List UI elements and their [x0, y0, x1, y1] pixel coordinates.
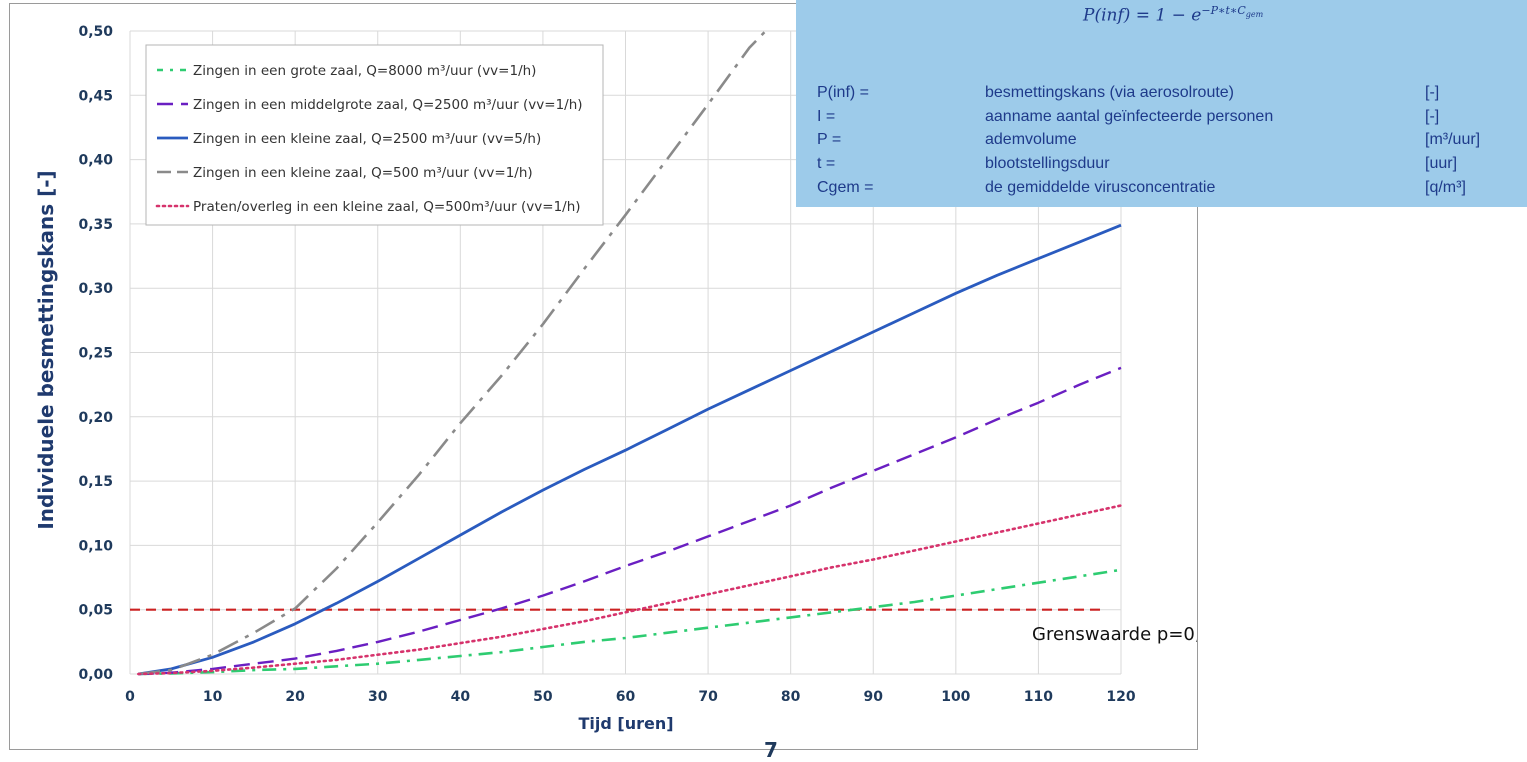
- x-tick-label: 0: [125, 689, 135, 705]
- formula: P(inf) = 1 − e−P∗t∗Cgem: [1083, 4, 1263, 26]
- definition-unit: [-]: [1425, 84, 1440, 101]
- threshold-label: Grenswaarde p=0,05: [1032, 624, 1197, 645]
- formula-info-box: P(inf) = 1 − e−P∗t∗Cgem P(inf) = besmetti…: [796, 0, 1527, 207]
- x-tick-label: 100: [941, 689, 970, 705]
- series-line-2: [138, 366, 1122, 676]
- y-tick-label: 0,45: [78, 88, 113, 104]
- axis-ticks: 0 10 20 30 40 50 60 70 80 90 100 110 120 0,00 0,05 0,10…: [78, 24, 1135, 705]
- x-axis-title: Tijd [uren]: [578, 714, 673, 733]
- definition-unit: [-]: [1425, 108, 1440, 125]
- x-tick-label: 20: [285, 689, 305, 705]
- definition-unit: [uur]: [1425, 155, 1458, 172]
- definition-description: ademvolume: [985, 131, 1077, 148]
- definition-unit: [q/m³]: [1425, 179, 1466, 196]
- series-line-1: [138, 568, 1122, 676]
- line-chart: 0 10 20 30 40 50 60 70 80 90 100 110 120 0,00 0,05 0,10…: [34, 24, 1197, 733]
- formula-exponent: −P∗t∗Cgem: [1201, 4, 1264, 20]
- definition-row: P = ademvolume [m³/uur]: [796, 131, 1527, 153]
- definition-description: de gemiddelde virusconcentratie: [985, 179, 1216, 196]
- legend-label-1: Zingen in een grote zaal, Q=8000 m³/uur …: [193, 63, 536, 79]
- definition-row: P(inf) = besmettingskans (via aerosolrout…: [796, 84, 1527, 106]
- x-tick-label: 30: [368, 689, 388, 705]
- legend-box: [145, 44, 604, 226]
- y-tick-label: 0,20: [78, 410, 113, 426]
- definition-description: besmettingskans (via aerosolroute): [985, 84, 1235, 101]
- y-tick-label: 0,50: [78, 24, 113, 40]
- x-tick-label: 80: [781, 689, 801, 705]
- definition-symbol: P(inf) =: [817, 84, 870, 101]
- definition-symbol: P =: [817, 131, 842, 148]
- y-axis-title: Individuele besmettingskans [-]: [34, 170, 58, 529]
- legend-label-4: Zingen in een kleine zaal, Q=500 m³/uur …: [193, 165, 533, 181]
- definition-row: Cgem = de gemiddelde virusconcentratie [q/…: [796, 179, 1527, 201]
- y-tick-label: 0,30: [78, 281, 113, 297]
- y-tick-label: 0,25: [78, 346, 113, 362]
- x-tick-label: 90: [864, 689, 884, 705]
- x-tick-label: 110: [1024, 689, 1053, 705]
- legend-label-5: Praten/overleg in een kleine zaal, Q=500…: [193, 199, 581, 215]
- page-number: 7: [764, 738, 778, 762]
- y-tick-label: 0,35: [78, 217, 113, 233]
- definition-row: I = aanname aantal geïnfecteerde personen…: [796, 108, 1527, 130]
- y-tick-label: 0,05: [78, 603, 113, 619]
- x-tick-label: 50: [533, 689, 553, 705]
- legend: Zingen in een grote zaal, Q=8000 m³/uur …: [145, 44, 604, 226]
- x-tick-label: 120: [1106, 689, 1135, 705]
- formula-exponent-sub: gem: [1245, 10, 1264, 20]
- y-tick-label: 0,40: [78, 153, 113, 169]
- definition-unit: [m³/uur]: [1425, 131, 1481, 148]
- x-tick-label: 60: [616, 689, 636, 705]
- y-tick-label: 0,10: [78, 538, 113, 554]
- series-line-5: [137, 504, 1123, 676]
- series-lines: [137, 30, 1123, 676]
- definition-row: t = blootstellingsduur [uur]: [796, 155, 1527, 177]
- x-tick-label: 40: [451, 689, 471, 705]
- x-tick-label: 10: [203, 689, 223, 705]
- definition-symbol: t =: [817, 155, 836, 172]
- x-tick-label: 70: [698, 689, 718, 705]
- definition-symbol: I =: [817, 108, 836, 125]
- series-line-4: [138, 30, 767, 676]
- y-tick-label: 0,15: [78, 474, 113, 490]
- definition-symbol: Cgem =: [817, 179, 874, 196]
- series-line-3: [138, 223, 1122, 676]
- legend-label-3: Zingen in een kleine zaal, Q=2500 m³/uur…: [193, 131, 541, 147]
- definition-description: aanname aantal geïnfecteerde personen: [985, 108, 1274, 125]
- legend-label-2: Zingen in een middelgrote zaal, Q=2500 m…: [193, 97, 583, 113]
- y-tick-label: 0,00: [78, 667, 113, 683]
- formula-base: P(inf) = 1 − e: [1083, 5, 1202, 26]
- definition-description: blootstellingsduur: [985, 155, 1110, 172]
